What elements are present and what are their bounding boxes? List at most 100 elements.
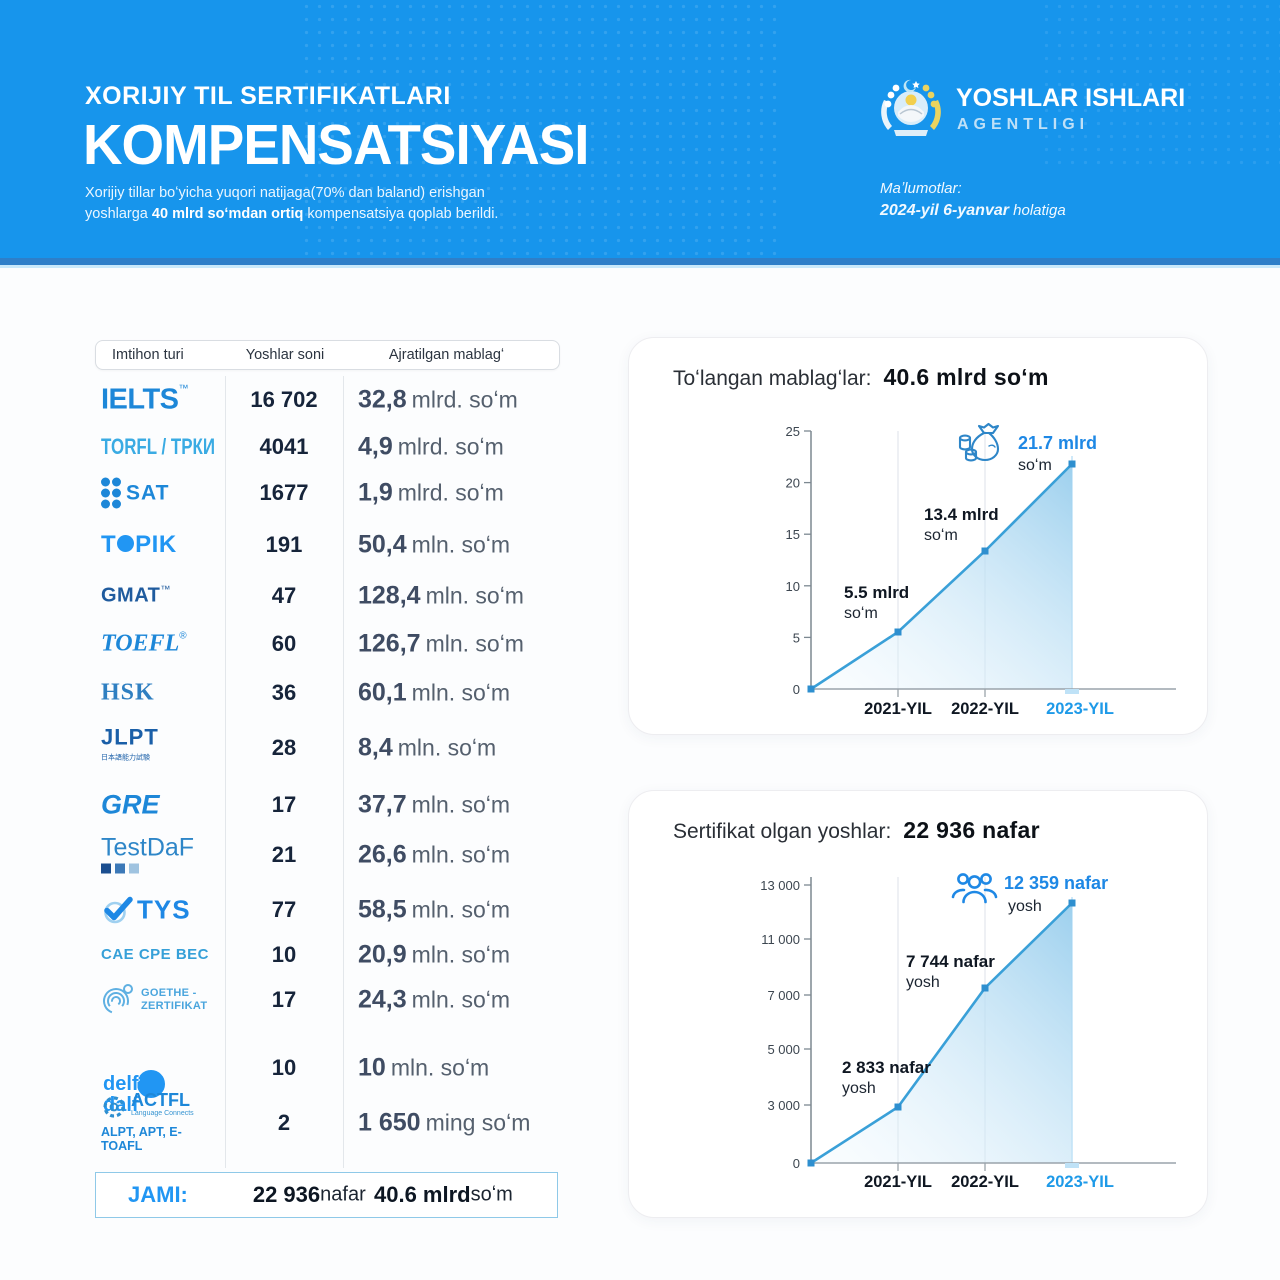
ytick-7000: 7 000 <box>767 988 800 1003</box>
actfl-logo: ACTFL Language Connects <box>101 1091 219 1121</box>
amount-unit: mln. soʻm <box>397 734 497 761</box>
row-count: 36 <box>271 680 297 705</box>
amount-value: 26,6 <box>358 840 407 869</box>
hsk-logo: HSK <box>101 679 155 706</box>
xlabel-2021: 2021-YIL <box>864 700 932 718</box>
total-row: JAMI: 22 936 nafar 40.6 mlrd soʻm <box>95 1172 558 1218</box>
subtitle-line1: Xorijiy tillar boʻyicha yuqori natijaga(… <box>85 185 485 201</box>
amount-value: 128,4 <box>358 581 421 610</box>
xlabel-2023: 2023-YIL <box>1046 700 1114 718</box>
actfl-other-exams: ALPT, APT, E-TOAFL <box>101 1125 182 1153</box>
row-count: 77 <box>271 897 297 922</box>
amount-unit: mlrd. soʻm <box>411 386 518 413</box>
ytick-11000: 11 000 <box>761 932 800 947</box>
amount-unit: mlrd. soʻm <box>397 433 504 460</box>
row-count: 17 <box>271 987 297 1012</box>
header-subtitle: Xorijiy tillar boʻyicha yuqori natijaga(… <box>85 183 515 225</box>
row-amount: 60,1 mln. soʻm <box>358 679 558 708</box>
annotation-2023-unit: soʻm <box>1018 457 1052 474</box>
amount-unit: mln. soʻm <box>390 1054 490 1081</box>
annotation-2021-unit: yosh <box>842 1080 876 1097</box>
ytick-20: 20 <box>786 476 800 491</box>
tys-logo: TYS <box>137 894 191 925</box>
amount-unit: mln. soʻm <box>411 531 511 558</box>
certified-youth-title: Sertifikat olgan yoshlar: 22 936 nafar <box>673 817 1040 843</box>
annotation-2021-unit: soʻm <box>844 605 878 622</box>
annotation-2022-unit: yosh <box>906 974 940 991</box>
row-count: 2 <box>277 1110 291 1135</box>
actfl-subtitle: Language Connects <box>131 1110 194 1117</box>
amount-unit: mln. soʻm <box>425 630 524 657</box>
annotation-2022-value: 13.4 mlrd <box>924 505 999 524</box>
exam-table: Imtihon turi Yoshlar soni Ajratilgan mab… <box>95 340 560 1220</box>
paid-funds-title: Toʻlangan mablagʻlar: 40.6 mlrd soʻm <box>673 364 1049 390</box>
topik-dot-icon <box>117 535 135 552</box>
goethe-logo: GOETHE - ZERTIFIKAT <box>141 987 208 1012</box>
row-count: 21 <box>271 842 297 867</box>
row-amount: 126,7 mln. soʻm <box>358 630 558 659</box>
trademark-icon: ™ <box>160 584 171 596</box>
amount-value: 4,9 <box>358 432 393 461</box>
amount-value: 1 650 <box>358 1108 421 1137</box>
ielts-logo: IELTS <box>101 383 179 416</box>
ytick-5: 5 <box>793 630 800 645</box>
row-count: 4041 <box>259 434 309 459</box>
note-label: Maʼlumotlar: <box>880 180 962 197</box>
annotation-2021-value: 5.5 mlrd <box>844 583 909 602</box>
row-amount: 20,9 mln. soʻm <box>358 941 558 970</box>
row-amount: 24,3 mln. soʻm <box>358 986 558 1015</box>
amount-value: 58,5 <box>358 895 407 924</box>
amount-unit: mln. soʻm <box>411 791 511 818</box>
ytick-5000: 5 000 <box>767 1042 800 1057</box>
amount-unit: mln. soʻm <box>411 679 511 706</box>
agency-subname: AGENTLIGI <box>957 116 1090 133</box>
sat-dots-icon <box>101 477 121 509</box>
area-fill <box>811 464 1072 689</box>
amount-unit: mln. soʻm <box>411 986 511 1013</box>
xlabel-2021: 2021-YIL <box>864 1173 932 1191</box>
topik-logo: T PIK <box>101 531 177 558</box>
row-count: 28 <box>271 735 297 760</box>
amount-unit: mln. soʻm <box>425 582 524 609</box>
amount-unit: mln. soʻm <box>411 841 511 868</box>
x-ticks <box>897 689 986 697</box>
amount-value: 20,9 <box>358 940 407 969</box>
subtitle-line2-post: kompensatsiya qoplab berildi. <box>303 206 499 222</box>
note-rest: holatiga <box>1008 202 1066 219</box>
row-count: 1677 <box>259 480 309 505</box>
annotation-2022-value: 7 744 nafar <box>906 952 995 971</box>
amount-value: 60,1 <box>358 678 407 707</box>
sat-logo: SAT <box>126 481 170 504</box>
row-count: 191 <box>265 532 303 557</box>
people-icon <box>951 873 998 904</box>
row-amount: 58,5 mln. soʻm <box>358 896 558 925</box>
annotation-2023-unit: yosh <box>1008 898 1042 915</box>
row-amount: 50,4 mln. soʻm <box>358 531 558 560</box>
uzbekistan-emblem-icon <box>881 79 941 136</box>
amount-value: 8,4 <box>358 733 393 762</box>
x-tick-2023 <box>1065 1163 1079 1168</box>
amount-value: 37,7 <box>358 790 407 819</box>
row-count: 16 702 <box>250 387 318 412</box>
col-header-count: Yoshlar soni <box>245 347 325 363</box>
row-amount: 1,9 mlrd. soʻm <box>358 479 558 508</box>
goethe-logo-icon <box>103 984 133 1014</box>
delf-donut-icon <box>137 1070 165 1098</box>
annotation-2023-value: 12 359 nafar <box>1004 873 1108 893</box>
actfl-gear-icon <box>103 1096 125 1118</box>
amount-unit: mlrd. soʻm <box>397 479 504 506</box>
column-divider <box>225 376 226 1168</box>
subtitle-line2-pre: yoshlarga <box>85 206 152 222</box>
gmat-logo: GMAT <box>101 584 161 607</box>
data-points <box>807 460 1076 693</box>
testdaf-squares-icon <box>101 863 219 874</box>
check-icon <box>104 896 133 923</box>
gre-logo: GRE <box>101 789 160 820</box>
row-count: 17 <box>271 792 297 817</box>
row-amount: 32,8 mlrd. soʻm <box>358 386 558 415</box>
row-amount: 1 650 ming soʻm <box>358 1109 558 1138</box>
total-count: 22 936 nafar <box>252 1182 366 1207</box>
row-amount: 4,9 mlrd. soʻm <box>358 433 558 462</box>
amount-value: 1,9 <box>358 478 393 507</box>
certified-youth-total: 22 936 nafar <box>903 817 1040 843</box>
